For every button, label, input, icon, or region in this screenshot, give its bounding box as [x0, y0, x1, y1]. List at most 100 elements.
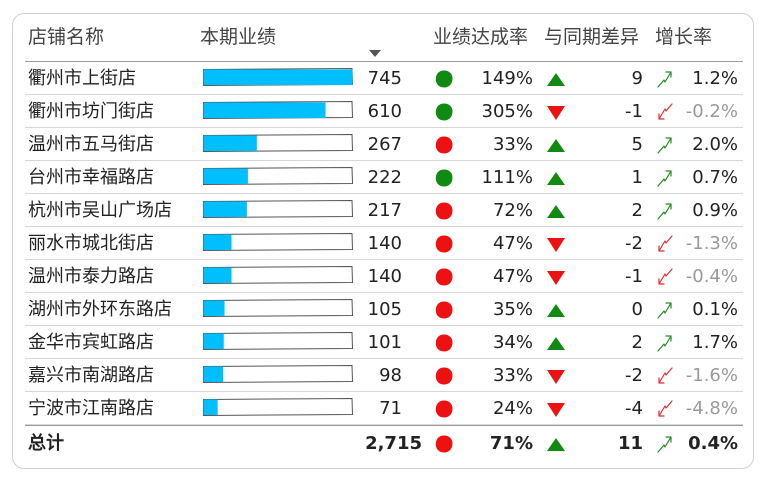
- store-name: 杭州市吴山广场店: [28, 200, 172, 221]
- status-bad-icon: [435, 367, 453, 385]
- data-bar: [203, 364, 354, 384]
- yoy-difference: -4: [625, 398, 643, 419]
- achievement-rate: 34%: [492, 332, 533, 353]
- total-yoy-difference: 11: [617, 433, 643, 454]
- yoy-difference: 2: [631, 200, 643, 221]
- store-name: 温州市五马街店: [28, 134, 154, 155]
- growth-rate: 1.2%: [692, 68, 738, 89]
- achievement-rate: 24%: [492, 398, 533, 419]
- growth-rate: -0.4%: [685, 266, 738, 287]
- achievement-rate: 33%: [492, 365, 533, 386]
- total-achievement-rate: 71%: [489, 433, 533, 454]
- sales-value: 105: [367, 299, 402, 320]
- row-divider: [25, 226, 743, 227]
- store-name: 衢州市上街店: [28, 68, 136, 89]
- table-row[interactable]: 衢州市坊门街店 610 305% -1 -0.2%: [0, 95, 766, 128]
- table-row[interactable]: 温州市五马街店 267 33% 5 2.0%: [0, 128, 766, 161]
- store-name: 丽水市城北街店: [28, 233, 154, 254]
- store-name: 金华市宾虹路店: [28, 332, 154, 353]
- achievement-rate: 149%: [481, 68, 533, 89]
- trend-up-icon: [657, 302, 672, 319]
- table-row[interactable]: 温州市泰力路店 140 47% -1 -0.4%: [0, 260, 766, 293]
- header-divider: [25, 61, 743, 62]
- data-bar-fill: [203, 300, 225, 316]
- data-bar: [203, 331, 354, 351]
- status-bad-icon: [435, 334, 453, 352]
- triangle-up-icon: [547, 73, 565, 86]
- data-bar-fill: [203, 366, 224, 382]
- store-name: 湖州市外环东路店: [28, 299, 172, 320]
- yoy-difference: 1: [631, 167, 643, 188]
- total-label: 总计: [28, 433, 64, 454]
- achievement-rate: 47%: [492, 266, 533, 287]
- growth-rate: -1.3%: [685, 233, 738, 254]
- data-bar-fill: [203, 399, 218, 415]
- table-row[interactable]: 衢州市上街店 745 149% 9 1.2%: [0, 62, 766, 95]
- triangle-down-icon: [547, 370, 565, 384]
- sales-value: 222: [367, 167, 402, 188]
- status-bad-icon: [435, 136, 453, 154]
- data-bar-fill: [203, 267, 232, 283]
- store-name: 衢州市坊门街店: [28, 101, 154, 122]
- trend-up-icon: [657, 71, 672, 88]
- row-divider: [25, 391, 743, 392]
- status-good-icon: [435, 70, 453, 88]
- status-bad-icon: [435, 400, 453, 418]
- triangle-down-icon: [547, 106, 565, 120]
- header-achievement-rate[interactable]: 业绩达成率: [433, 26, 529, 48]
- table-row[interactable]: 杭州市吴山广场店 217 72% 2 0.9%: [0, 194, 766, 227]
- row-divider: [25, 358, 743, 359]
- sales-value: 217: [367, 200, 402, 221]
- sales-value: 610: [367, 101, 402, 122]
- data-bar-fill: [203, 201, 247, 217]
- yoy-difference: -2: [625, 233, 643, 254]
- growth-rate: 0.1%: [692, 299, 738, 320]
- row-divider: [25, 94, 743, 95]
- trend-up-icon: [657, 203, 672, 220]
- triangle-down-icon: [547, 403, 565, 417]
- sort-descending-icon[interactable]: [369, 50, 381, 57]
- growth-rate: 1.7%: [692, 332, 738, 353]
- yoy-difference: 2: [631, 332, 643, 353]
- trend-down-icon: [658, 235, 673, 252]
- sales-value: 71: [379, 398, 402, 419]
- sales-value: 98: [379, 365, 402, 386]
- header-current-sales[interactable]: 本期业绩: [200, 26, 277, 48]
- table-row[interactable]: 宁波市江南路店 71 24% -4 -4.8%: [0, 392, 766, 425]
- data-bar: [203, 397, 354, 417]
- status-bad-icon: [435, 235, 453, 253]
- store-name: 温州市泰力路店: [28, 266, 154, 287]
- trend-down-icon: [658, 268, 673, 285]
- table-row[interactable]: 嘉兴市南湖路店 98 33% -2 -1.6%: [0, 359, 766, 392]
- status-bad-icon: [435, 301, 453, 319]
- data-bar-fill: [203, 102, 326, 118]
- achievement-rate: 35%: [492, 299, 533, 320]
- row-divider: [25, 160, 743, 161]
- data-bar: [203, 133, 354, 153]
- header-growth-rate[interactable]: 增长率: [655, 26, 713, 48]
- store-name: 台州市幸福路店: [28, 167, 154, 188]
- total-row: 总计 2,715 71% 11 0.4%: [0, 427, 766, 460]
- data-bar-fill: [203, 234, 232, 250]
- growth-rate: -0.2%: [685, 101, 738, 122]
- yoy-difference: -1: [625, 266, 643, 287]
- status-bad-icon: [435, 268, 453, 286]
- yoy-difference: -2: [625, 365, 643, 386]
- header-yoy-difference[interactable]: 与同期差异: [544, 26, 640, 48]
- data-bar-fill: [203, 135, 257, 151]
- table-row[interactable]: 台州市幸福路店 222 111% 1 0.7%: [0, 161, 766, 194]
- triangle-up-icon: [547, 139, 565, 152]
- triangle-up-icon: [547, 304, 565, 317]
- header-store-name[interactable]: 店铺名称: [28, 26, 105, 48]
- store-name: 宁波市江南路店: [28, 398, 154, 419]
- triangle-up-icon: [547, 205, 565, 218]
- table-row[interactable]: 丽水市城北街店 140 47% -2 -1.3%: [0, 227, 766, 260]
- data-bar: [203, 199, 354, 219]
- table-row[interactable]: 湖州市外环东路店 105 35% 0 0.1%: [0, 293, 766, 326]
- sales-value: 267: [367, 134, 402, 155]
- data-bar: [203, 298, 354, 318]
- row-divider: [25, 292, 743, 293]
- row-divider: [25, 193, 743, 194]
- table-row[interactable]: 金华市宾虹路店 101 34% 2 1.7%: [0, 326, 766, 359]
- sales-value: 140: [367, 266, 402, 287]
